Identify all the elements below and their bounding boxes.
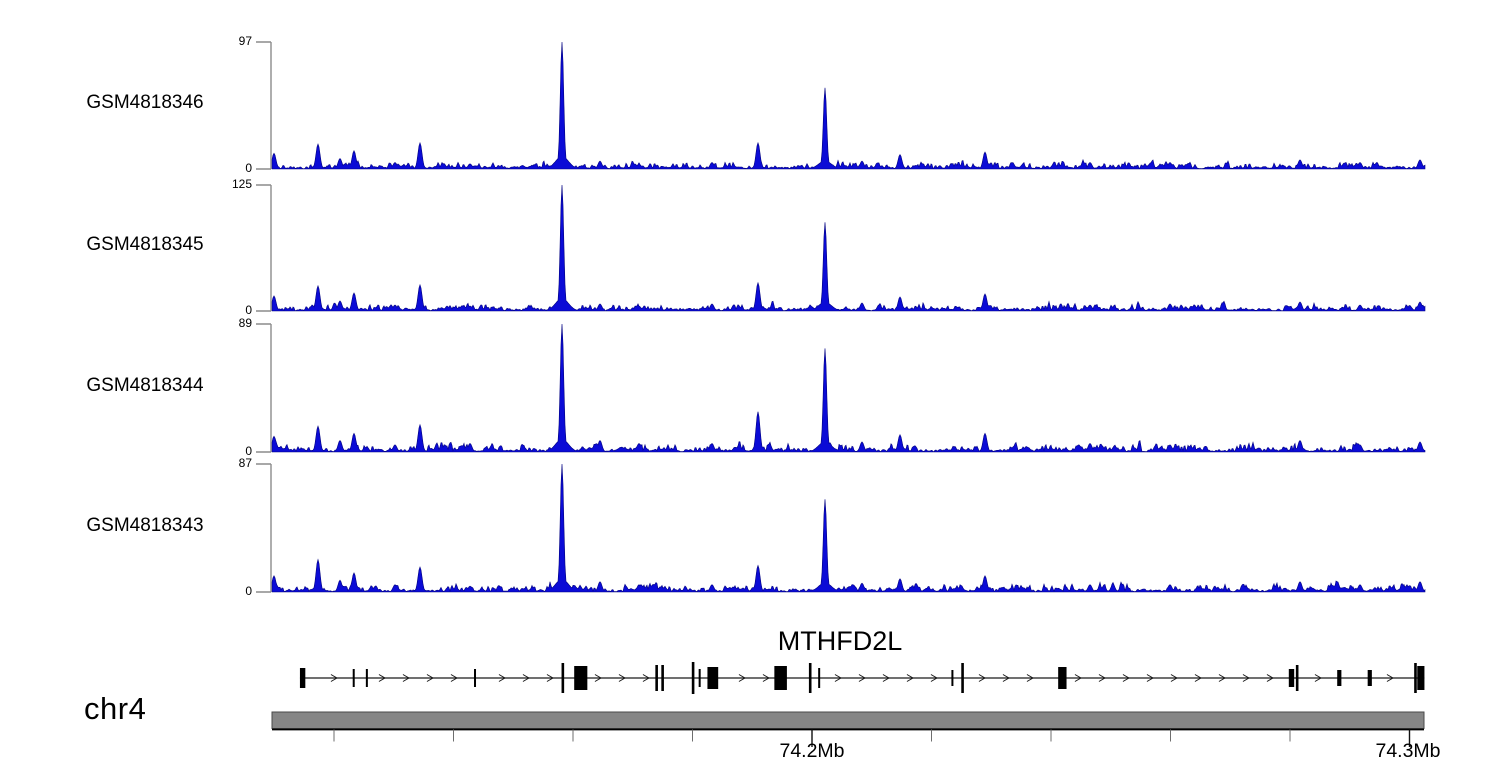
track4-ymax-label: 87 [238, 456, 252, 470]
gene-exon-bar [1414, 663, 1417, 693]
gene-exon-bar [808, 663, 812, 693]
track4-ymin-label: 0 [245, 584, 252, 598]
gene-exon-bar [818, 668, 821, 688]
signal-area-track-3 [271, 323, 1426, 453]
track2-ymax-label: 125 [231, 177, 252, 191]
gene-exon-bar [698, 669, 701, 687]
gene-exon-box [299, 668, 306, 688]
track3-ymin-label: 0 [245, 444, 252, 458]
gene-exon-bar [474, 669, 477, 687]
gene-exon-bar [661, 665, 664, 691]
gene-exon-box [1417, 666, 1425, 690]
signal-area-track-2 [271, 184, 1426, 312]
coordinate-label-74-3mb: 74.3Mb [1375, 740, 1441, 762]
gene-exon-bar [951, 670, 954, 686]
y-axis-track-2 [256, 184, 272, 312]
y-axis-track-3 [256, 323, 272, 453]
track1-ymin-label: 0 [245, 161, 252, 175]
gene-exon-box [774, 666, 787, 690]
track3-ymax-label: 89 [238, 316, 252, 330]
strand-direction-arrows [330, 674, 1394, 682]
gene-exon-box [1337, 670, 1342, 686]
gene-name-label: MTHFD2L [777, 626, 903, 656]
gene-exon-box [574, 666, 588, 690]
axis-minor-ticks [333, 729, 1291, 742]
coordinate-label-74-2mb: 74.2Mb [779, 740, 845, 762]
track-label-1: GSM4818346 [86, 92, 204, 113]
gene-exon-bar [655, 665, 658, 691]
signal-area-track-4 [271, 463, 1426, 593]
gene-exon-box [1367, 670, 1372, 686]
track1-ymax-label: 97 [238, 34, 252, 48]
gene-exon-box [1288, 669, 1295, 687]
axis-major-ticks [811, 729, 1411, 747]
gene-exon-bar [1295, 665, 1299, 691]
track2-ymin-label: 0 [245, 303, 252, 317]
gene-exon-bar [961, 663, 964, 693]
gene-exon-bar [691, 662, 695, 694]
signal-area-track-1 [271, 41, 1426, 170]
gene-exon-bar [352, 669, 355, 687]
track-label-2: GSM4818345 [86, 234, 204, 255]
y-axis-track-4 [256, 463, 272, 593]
gene-exon-bar [561, 663, 565, 693]
chromosome-label: chr4 [84, 691, 147, 726]
y-axis-track-1 [256, 41, 272, 170]
track-label-3: GSM4818344 [86, 375, 204, 396]
track-label-4: GSM4818343 [86, 515, 204, 536]
gene-exon-box [1058, 667, 1067, 689]
chromosome-bar [271, 711, 1425, 729]
gene-exon-bar [365, 669, 368, 687]
gene-exon-box [707, 667, 719, 689]
